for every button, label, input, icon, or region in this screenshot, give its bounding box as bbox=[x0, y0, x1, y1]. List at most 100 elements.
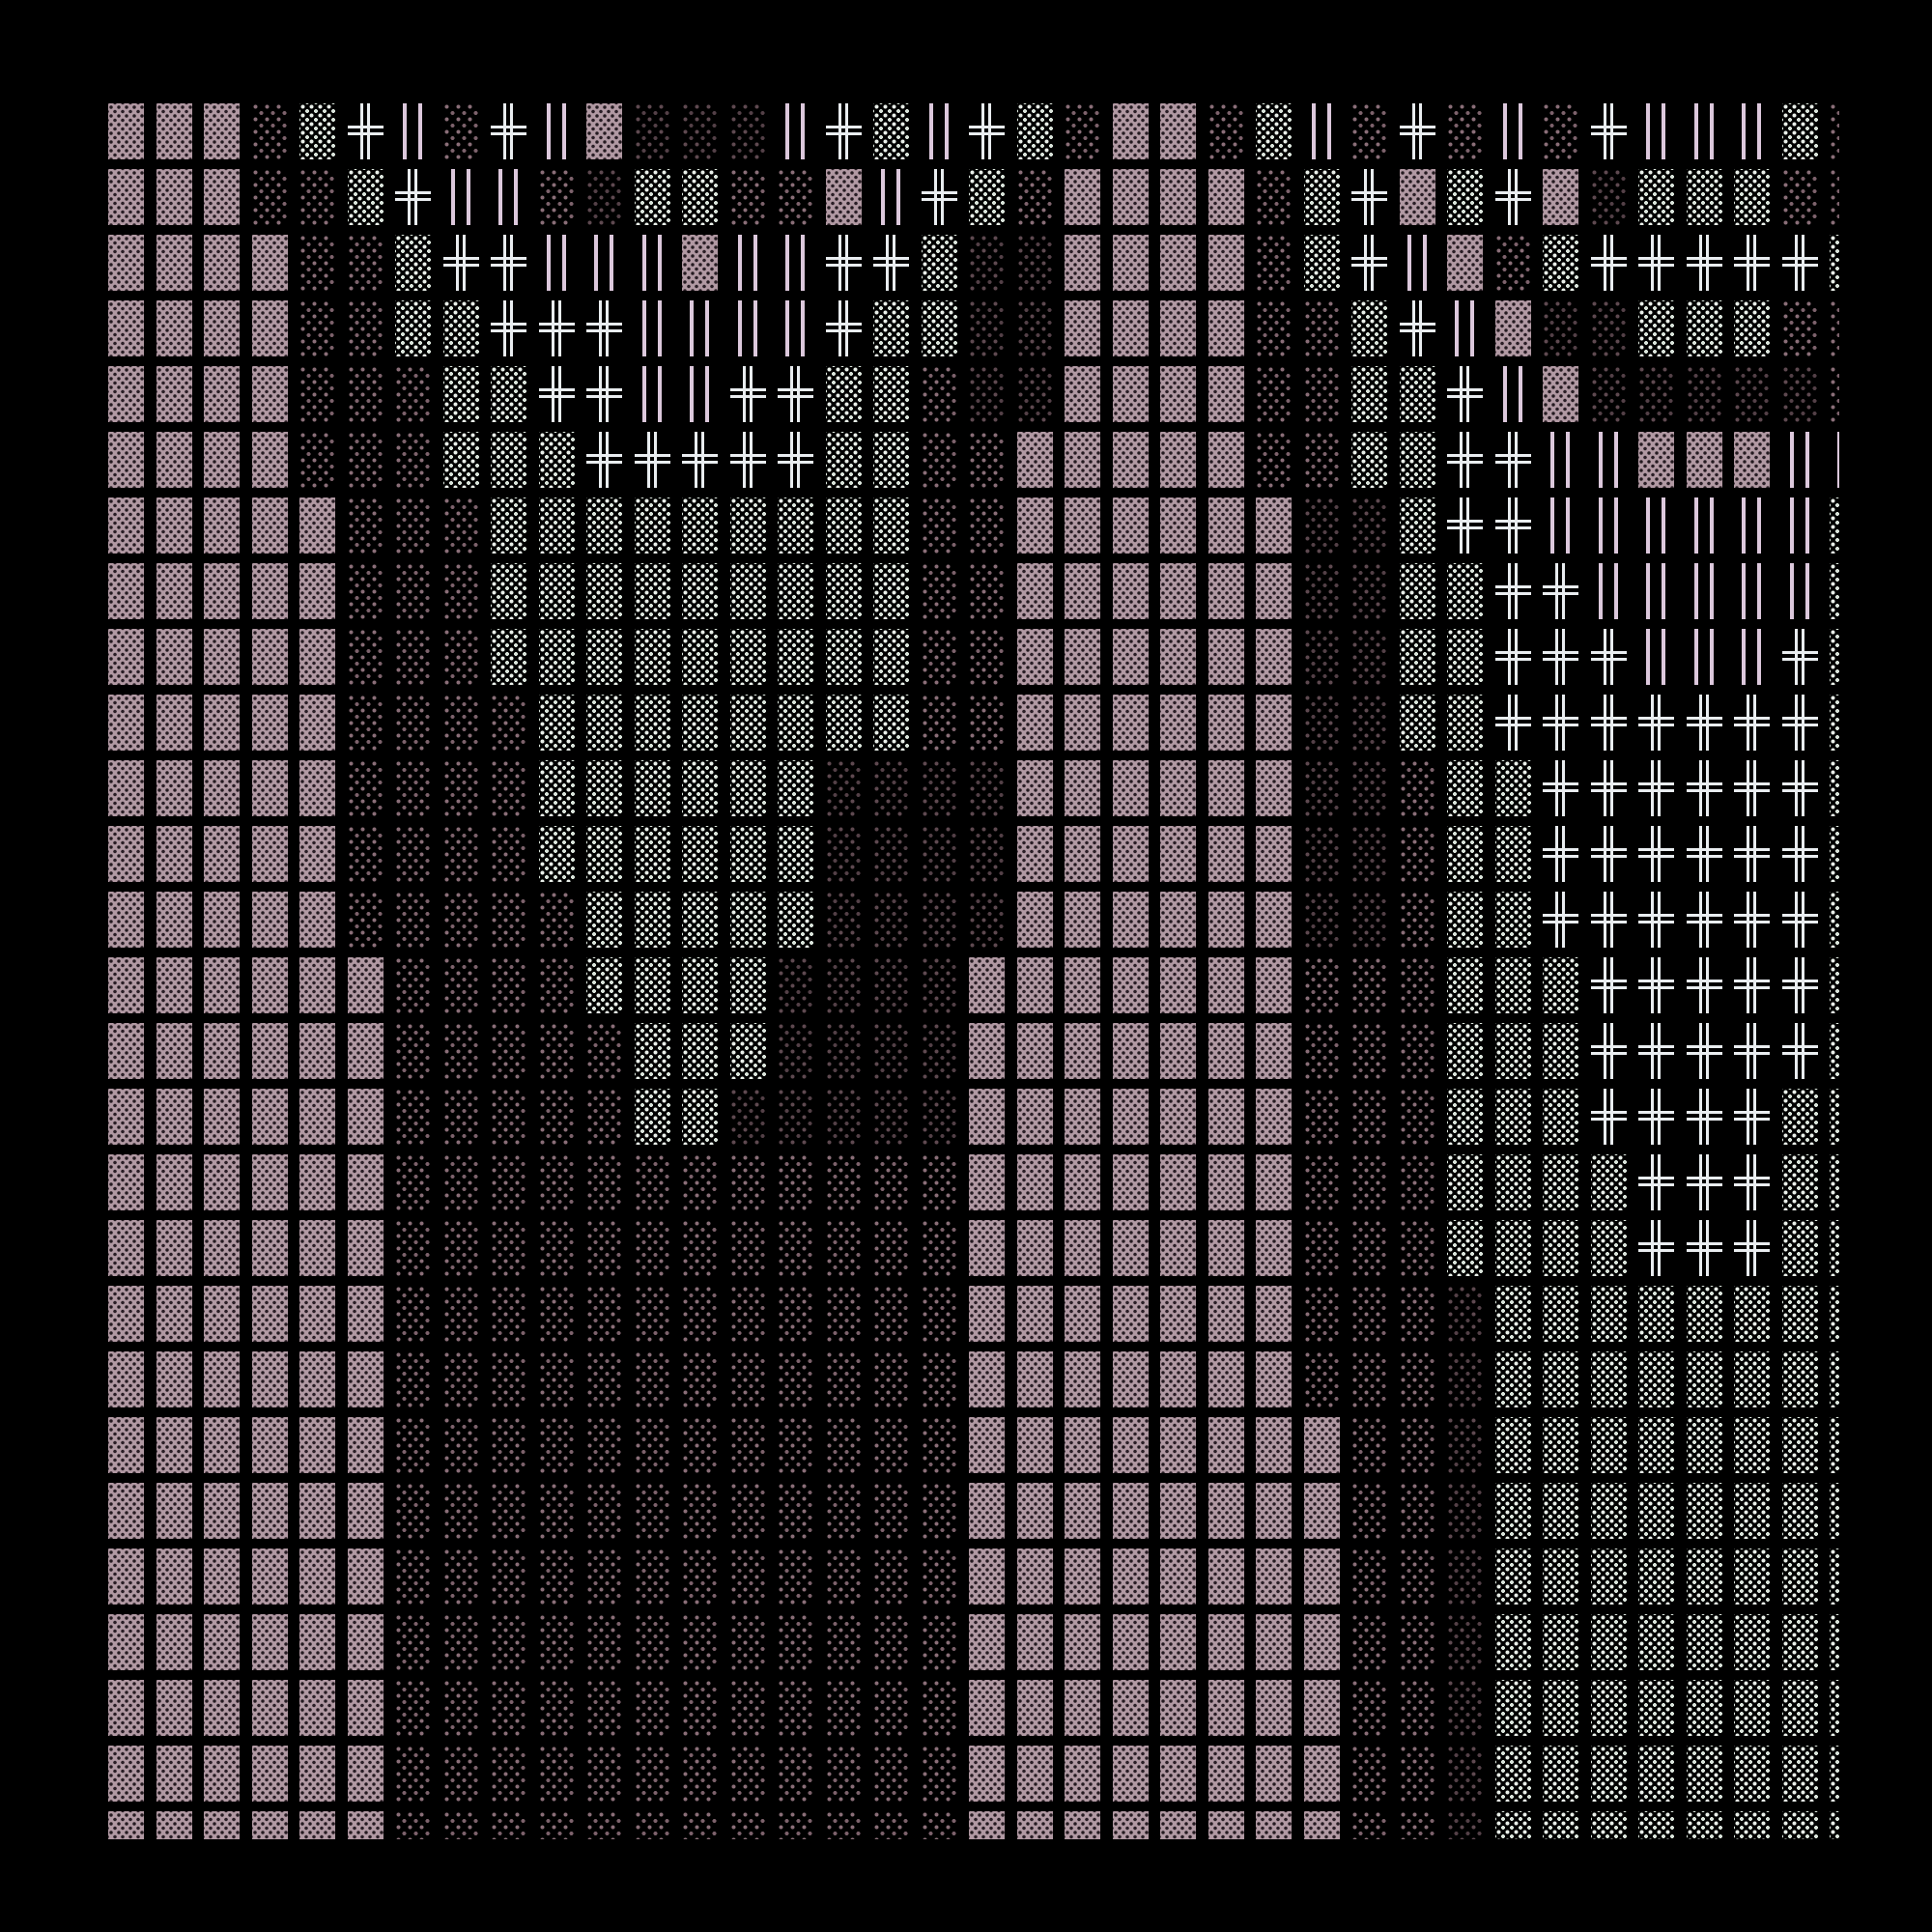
grid-cell-mauve-dot-block bbox=[395, 1220, 431, 1276]
grid-cell-solid-weave-block bbox=[156, 1811, 192, 1839]
grid-cell-solid-weave-block bbox=[969, 1089, 1005, 1145]
grid-cell-mauve-dot-block bbox=[395, 497, 431, 554]
grid-cell-solid-weave-block bbox=[108, 1023, 144, 1079]
grid-cell-mauve-dot-block bbox=[921, 1220, 957, 1276]
grid-cell-plus-glyph bbox=[1781, 695, 1818, 751]
grid-cell-white-dot-block bbox=[1830, 1220, 1839, 1276]
grid-cell-mauve-dot-block bbox=[778, 1154, 813, 1210]
grid-cell-solid-weave-block bbox=[204, 432, 240, 488]
grid-cell-white-dot-block bbox=[1638, 1614, 1674, 1670]
grid-cell-solid-weave-block bbox=[1065, 1746, 1100, 1802]
grid-cell-mauve-dot-block bbox=[586, 1351, 622, 1407]
grid-cell-mauve-dot-block bbox=[442, 695, 479, 751]
grid-cell-solid-weave-block bbox=[1256, 1483, 1292, 1539]
grid-cell-white-dot-block bbox=[1830, 957, 1839, 1013]
grid-cell-mauve-dot-block bbox=[395, 1351, 431, 1407]
grid-cell-solid-weave-block bbox=[156, 366, 192, 422]
grid-cell-mauve-dot-block bbox=[395, 1548, 431, 1605]
grid-cell-mauve-dot-block bbox=[1351, 1483, 1387, 1539]
grid-cell-plus-glyph bbox=[1590, 892, 1627, 948]
grid-cell-solid-weave-block bbox=[1256, 695, 1292, 751]
grid-cell-solid-weave-block bbox=[1543, 366, 1578, 422]
grid-cell-white-dot-block bbox=[1351, 432, 1387, 488]
grid-cell-mauve-dot-block bbox=[682, 1483, 718, 1539]
grid-cell-pink-bar-pair bbox=[1734, 497, 1770, 554]
grid-cell-solid-weave-block bbox=[969, 1154, 1005, 1210]
grid-cell-white-dot-block bbox=[1734, 1548, 1770, 1605]
grid-cell-solid-weave-block bbox=[1016, 1351, 1053, 1407]
grid-cell-pink-bar-pair bbox=[1686, 103, 1722, 159]
grid-cell-white-dot-block bbox=[729, 1023, 766, 1079]
grid-cell-mauve-dot-block bbox=[873, 1548, 909, 1605]
grid-cell-solid-weave-block bbox=[156, 1220, 192, 1276]
grid-cell-solid-weave-block bbox=[251, 1548, 288, 1605]
grid-cell-solid-weave-block bbox=[108, 366, 144, 422]
grid-cell-white-dot-block bbox=[1830, 1483, 1839, 1539]
grid-cell-white-dot-block bbox=[682, 760, 718, 816]
grid-cell-dim-dot-block bbox=[969, 892, 1005, 948]
grid-cell-plus-glyph bbox=[1543, 629, 1578, 685]
grid-cell-white-dot-block bbox=[491, 497, 526, 554]
grid-cell-pink-bar-pair bbox=[1686, 563, 1722, 619]
grid-cell-white-dot-block bbox=[1734, 169, 1770, 225]
grid-cell-white-dot-block bbox=[1303, 169, 1340, 225]
grid-cell-mauve-dot-block bbox=[395, 826, 431, 882]
grid-cell-solid-weave-block bbox=[1160, 1286, 1196, 1342]
grid-cell-solid-weave-block bbox=[347, 1548, 384, 1605]
grid-cell-white-dot-block bbox=[1830, 1548, 1839, 1605]
grid-cell-solid-weave-block bbox=[156, 957, 192, 1013]
grid-cell-mauve-dot-block bbox=[825, 1811, 862, 1839]
grid-cell-white-dot-block bbox=[825, 366, 862, 422]
grid-cell-mauve-dot-block bbox=[682, 1154, 718, 1210]
grid-cell-solid-weave-block bbox=[1016, 826, 1053, 882]
grid-cell-mauve-dot-block bbox=[729, 1483, 766, 1539]
grid-cell-solid-weave-block bbox=[1016, 1089, 1053, 1145]
grid-cell-white-dot-block bbox=[778, 695, 813, 751]
grid-cell-mauve-dot-block bbox=[1256, 300, 1292, 356]
grid-cell-solid-weave-block bbox=[108, 169, 144, 225]
grid-cell-solid-weave-block bbox=[156, 1614, 192, 1670]
grid-cell-solid-weave-block bbox=[1112, 169, 1149, 225]
grid-cell-solid-weave-block bbox=[1065, 563, 1100, 619]
grid-cell-solid-weave-block bbox=[108, 1483, 144, 1539]
grid-cell-white-dot-block bbox=[1734, 300, 1770, 356]
grid-cell-white-dot-block bbox=[1543, 1023, 1578, 1079]
grid-cell-dim-dot-block bbox=[969, 760, 1005, 816]
grid-cell-mauve-dot-block bbox=[729, 1154, 766, 1210]
grid-cell-plus-glyph bbox=[586, 300, 622, 356]
grid-cell-dim-dot-block bbox=[1447, 1680, 1483, 1736]
grid-cell-solid-weave-block bbox=[108, 563, 144, 619]
grid-cell-plus-glyph bbox=[1734, 695, 1770, 751]
grid-cell-mauve-dot-block bbox=[1016, 169, 1053, 225]
grid-cell-solid-weave-block bbox=[1016, 563, 1053, 619]
grid-cell-dim-dot-block bbox=[1447, 1351, 1483, 1407]
grid-cell-plus-glyph bbox=[1686, 1220, 1722, 1276]
grid-cell-solid-weave-block bbox=[1256, 1680, 1292, 1736]
grid-cell-plus-glyph bbox=[1447, 366, 1483, 422]
grid-cell-dim-dot-block bbox=[1303, 563, 1340, 619]
grid-cell-mauve-dot-block bbox=[921, 497, 957, 554]
grid-cell-white-dot-block bbox=[778, 892, 813, 948]
grid-cell-mauve-dot-block bbox=[491, 826, 526, 882]
grid-cell-solid-weave-block bbox=[1016, 1023, 1053, 1079]
grid-cell-white-dot-block bbox=[1543, 1680, 1578, 1736]
grid-cell-white-dot-block bbox=[538, 432, 575, 488]
grid-cell-mauve-dot-block bbox=[1303, 1154, 1340, 1210]
grid-cell-solid-weave-block bbox=[1016, 1811, 1053, 1839]
grid-cell-white-dot-block bbox=[1256, 103, 1292, 159]
grid-cell-solid-weave-block bbox=[1112, 1746, 1149, 1802]
grid-cell-plus-glyph bbox=[1781, 1023, 1818, 1079]
grid-cell-mauve-dot-block bbox=[491, 1286, 526, 1342]
grid-cell-solid-weave-block bbox=[1112, 432, 1149, 488]
grid-cell-dim-dot-block bbox=[873, 760, 909, 816]
grid-cell-mauve-dot-block bbox=[538, 1089, 575, 1145]
grid-cell-solid-weave-block bbox=[1065, 629, 1100, 685]
grid-cell-solid-weave-block bbox=[299, 1811, 335, 1839]
grid-cell-solid-weave-block bbox=[251, 1680, 288, 1736]
grid-cell-mauve-dot-block bbox=[825, 1680, 862, 1736]
grid-cell-mauve-dot-block bbox=[1256, 169, 1292, 225]
grid-cell-solid-weave-block bbox=[682, 235, 718, 291]
grid-cell-white-dot-block bbox=[1351, 366, 1387, 422]
grid-cell-solid-weave-block bbox=[1303, 1548, 1340, 1605]
grid-cell-solid-weave-block bbox=[108, 629, 144, 685]
